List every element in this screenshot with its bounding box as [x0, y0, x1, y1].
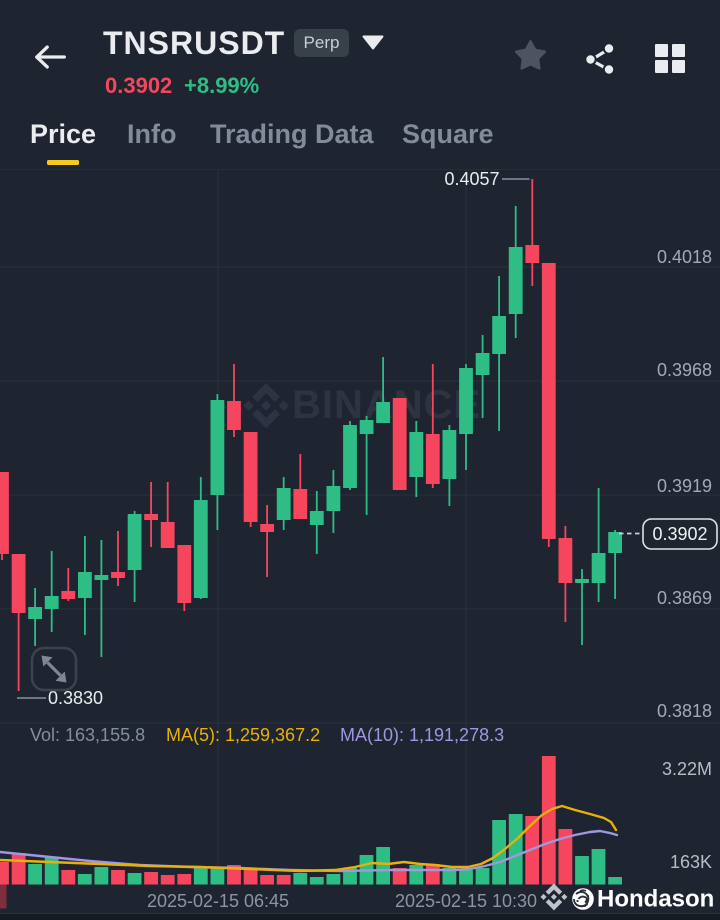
svg-text:163K: 163K: [670, 852, 712, 872]
svg-text:0.4057: 0.4057: [444, 170, 499, 189]
svg-text:0.3902: 0.3902: [652, 524, 707, 544]
svg-text:MA(5): 1,259,367.2: MA(5): 1,259,367.2: [166, 725, 320, 745]
svg-text:0.3919: 0.3919: [657, 476, 712, 496]
svg-text:MA(10): 1,191,278.3: MA(10): 1,191,278.3: [340, 725, 504, 745]
svg-text:0.3968: 0.3968: [657, 360, 712, 380]
svg-text:2025-02-15 10:30: 2025-02-15 10:30: [395, 891, 537, 911]
svg-text:0.3830: 0.3830: [48, 688, 103, 708]
svg-text:Hondason: Hondason: [597, 886, 714, 913]
svg-text:2025-02-15 06:45: 2025-02-15 06:45: [147, 891, 289, 911]
svg-text:0.3869: 0.3869: [657, 588, 712, 608]
svg-text:Vol: 163,155.8: Vol: 163,155.8: [30, 725, 145, 745]
svg-text:3.22M: 3.22M: [662, 759, 712, 779]
svg-text:0.3818: 0.3818: [657, 701, 712, 721]
svg-text:0.4018: 0.4018: [657, 247, 712, 267]
